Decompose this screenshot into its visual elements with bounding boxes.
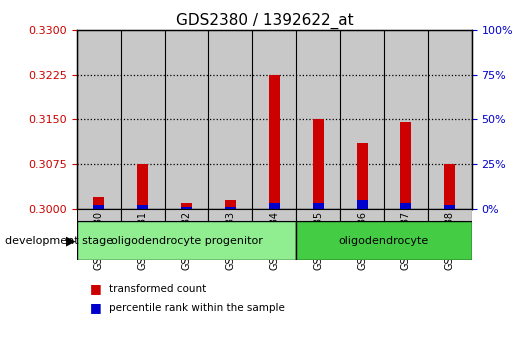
Bar bbox=[121, 30, 165, 209]
Bar bbox=[252, 30, 296, 209]
Text: GSM138282: GSM138282 bbox=[182, 211, 191, 270]
Bar bbox=[137, 205, 148, 209]
Bar bbox=[357, 200, 367, 209]
Bar bbox=[296, 209, 340, 221]
Bar bbox=[181, 207, 192, 209]
Bar bbox=[444, 205, 455, 209]
Bar bbox=[313, 204, 324, 209]
Bar bbox=[296, 30, 340, 209]
Bar bbox=[340, 209, 384, 221]
Bar bbox=[384, 209, 428, 221]
Text: GDS2380 / 1392622_at: GDS2380 / 1392622_at bbox=[176, 12, 354, 29]
Bar bbox=[428, 209, 472, 221]
Bar bbox=[252, 209, 296, 221]
Bar bbox=[269, 204, 280, 209]
Bar bbox=[296, 221, 472, 260]
Bar bbox=[357, 143, 367, 209]
Bar bbox=[208, 30, 252, 209]
Text: development stage: development stage bbox=[5, 236, 113, 246]
Bar bbox=[384, 30, 428, 209]
Text: percentile rank within the sample: percentile rank within the sample bbox=[109, 303, 285, 313]
Bar bbox=[165, 30, 208, 209]
Bar bbox=[121, 209, 165, 221]
Bar bbox=[340, 30, 384, 209]
Text: GSM138281: GSM138281 bbox=[138, 211, 148, 270]
Bar bbox=[137, 164, 148, 209]
Text: GSM138288: GSM138288 bbox=[445, 211, 455, 270]
Bar bbox=[208, 209, 252, 221]
Bar bbox=[77, 30, 121, 209]
Text: oligodendrocyte progenitor: oligodendrocyte progenitor bbox=[111, 236, 262, 246]
Bar bbox=[225, 207, 236, 209]
Text: GSM138285: GSM138285 bbox=[313, 211, 323, 270]
Bar bbox=[400, 204, 411, 209]
Text: transformed count: transformed count bbox=[109, 284, 206, 293]
Bar bbox=[77, 221, 296, 260]
Text: oligodendrocyte: oligodendrocyte bbox=[339, 236, 429, 246]
Bar bbox=[313, 120, 324, 209]
Text: GSM138287: GSM138287 bbox=[401, 211, 411, 270]
Bar bbox=[77, 209, 121, 221]
Bar bbox=[428, 30, 472, 209]
Text: GSM138280: GSM138280 bbox=[94, 211, 104, 270]
Text: GSM138284: GSM138284 bbox=[269, 211, 279, 270]
Bar bbox=[181, 203, 192, 209]
Text: ■: ■ bbox=[90, 302, 102, 314]
Bar bbox=[225, 200, 236, 209]
Bar bbox=[400, 122, 411, 209]
Bar bbox=[93, 205, 104, 209]
Bar bbox=[93, 197, 104, 209]
Bar bbox=[269, 75, 280, 209]
Text: ■: ■ bbox=[90, 282, 102, 295]
Text: ▶: ▶ bbox=[66, 234, 75, 247]
Bar bbox=[444, 164, 455, 209]
Text: GSM138283: GSM138283 bbox=[225, 211, 235, 270]
Text: GSM138286: GSM138286 bbox=[357, 211, 367, 270]
Bar bbox=[165, 209, 208, 221]
